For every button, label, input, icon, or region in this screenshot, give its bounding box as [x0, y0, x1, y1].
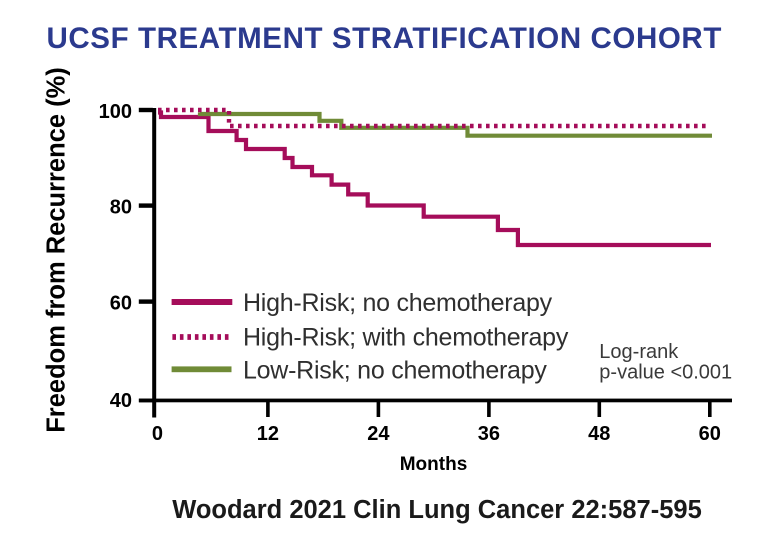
svg-text:High-Risk; no chemotherapy: High-Risk; no chemotherapy — [243, 289, 553, 317]
svg-text:24: 24 — [367, 423, 390, 445]
svg-text:40: 40 — [110, 390, 132, 412]
svg-text:Woodard 2021 Clin Lung Cancer: Woodard 2021 Clin Lung Cancer 22:587-595 — [172, 496, 702, 524]
svg-text:80: 80 — [110, 197, 132, 219]
svg-text:Months: Months — [400, 454, 468, 475]
svg-text:0: 0 — [152, 423, 163, 445]
svg-text:Freedom from Recurrence (%): Freedom from Recurrence (%) — [43, 67, 71, 433]
svg-text:Low-Risk; no chemotherapy: Low-Risk; no chemotherapy — [243, 357, 547, 385]
svg-text:36: 36 — [478, 423, 500, 445]
svg-text:60: 60 — [110, 293, 132, 315]
svg-text:48: 48 — [588, 423, 610, 445]
svg-text:60: 60 — [699, 423, 721, 445]
svg-text:High-Risk; with chemotherapy: High-Risk; with chemotherapy — [243, 324, 569, 352]
svg-text:p-value <0.001: p-value <0.001 — [599, 361, 732, 383]
svg-text:Log-rank: Log-rank — [599, 341, 679, 363]
svg-text:UCSF TREATMENT STRATIFICATION: UCSF TREATMENT STRATIFICATION COHORT — [47, 22, 722, 55]
svg-text:12: 12 — [257, 423, 279, 445]
svg-text:100: 100 — [99, 101, 132, 123]
